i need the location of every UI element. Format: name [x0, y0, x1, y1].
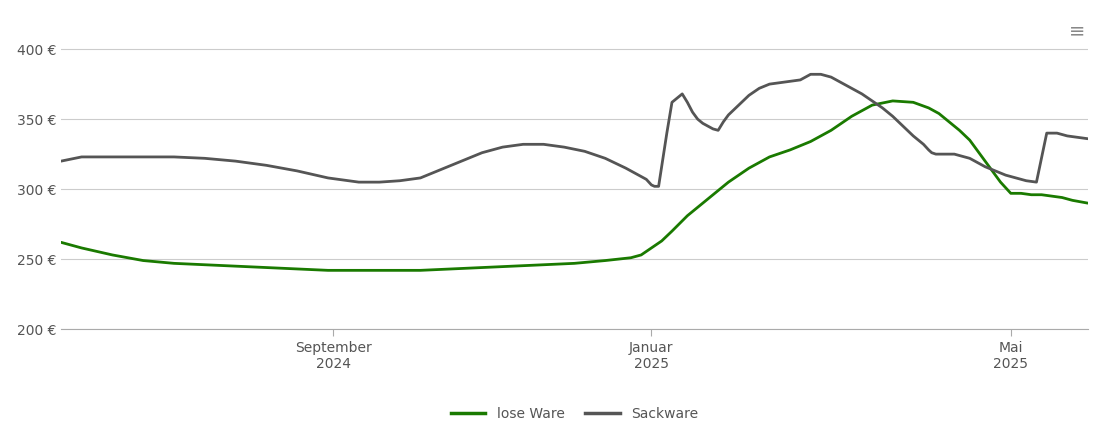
Text: ≡: ≡ — [1069, 21, 1086, 40]
Legend: lose Ware, Sackware: lose Ware, Sackware — [451, 407, 698, 421]
